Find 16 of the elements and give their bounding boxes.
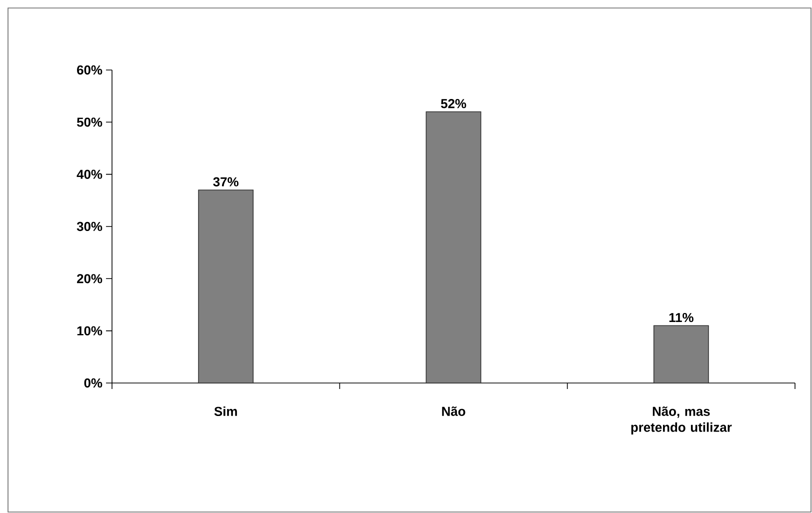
x-tick-label: Sim xyxy=(214,406,237,416)
data-label: 11% xyxy=(669,312,694,322)
bar xyxy=(198,190,254,384)
y-tick-label: 20% xyxy=(77,274,102,284)
y-tick-label: 30% xyxy=(76,222,102,232)
y-tick-label: 0% xyxy=(84,378,102,388)
data-label: 52% xyxy=(440,99,466,108)
y-tick-label: 60% xyxy=(77,65,102,75)
data-label: 37% xyxy=(213,177,238,186)
y-tick-label: 40% xyxy=(76,170,102,179)
x-tick-label: Não xyxy=(442,406,466,416)
bar xyxy=(653,325,709,384)
y-tick-label: 50% xyxy=(76,118,102,127)
bar xyxy=(426,111,482,384)
y-tick-label: 10% xyxy=(77,326,102,336)
x-tick-label: Não, mas pretendo utilizar xyxy=(631,406,732,434)
